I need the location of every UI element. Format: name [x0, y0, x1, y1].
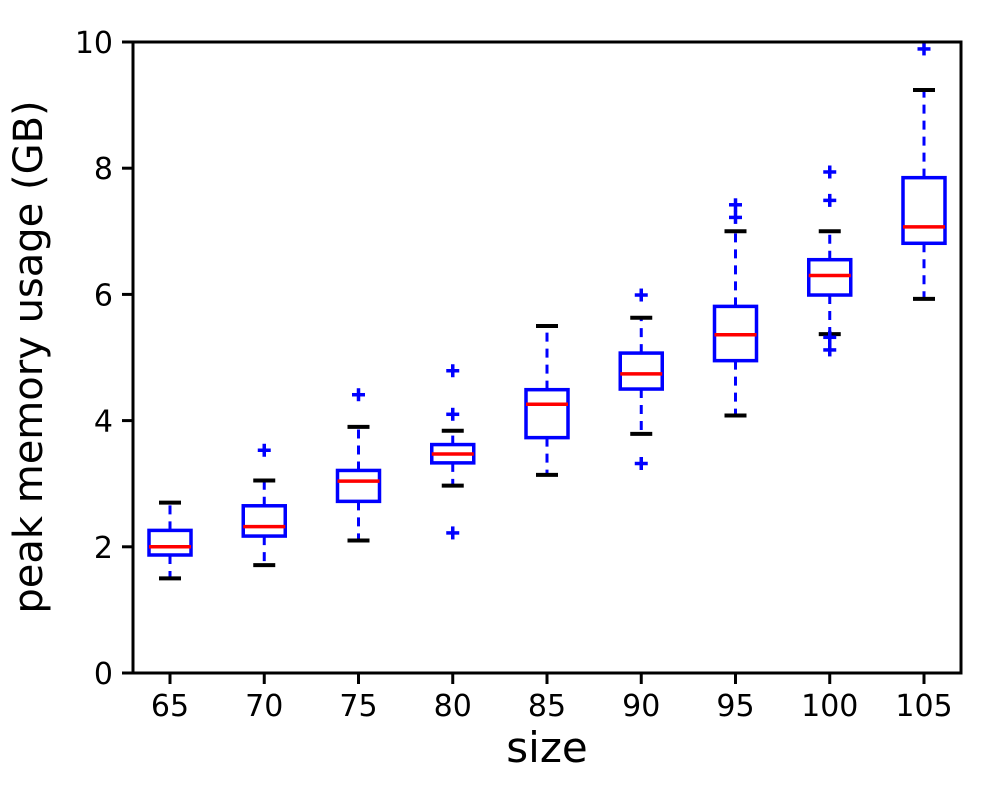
box-90 [618, 351, 664, 391]
box-75 [335, 468, 382, 504]
x-tick-label: 75 [339, 689, 377, 724]
axes-spines [131, 40, 963, 675]
x-tick-label: 105 [895, 689, 952, 724]
x-tick-label: 70 [245, 689, 283, 724]
plot-area: 0 2 4 6 8 10 65 70 75 80 85 90 95 100 105 [75, 26, 963, 724]
box-100 [807, 257, 853, 297]
y-tick-label: 6 [94, 278, 113, 313]
box-65 [147, 528, 193, 557]
x-tick-label: 90 [622, 689, 660, 724]
x-tick-label: 85 [528, 689, 566, 724]
box-105 [901, 175, 947, 246]
y-tick-label: 0 [94, 657, 113, 692]
y-axis-label: peak memory usage (GB) [6, 100, 52, 613]
box-85 [524, 387, 570, 440]
y-tick-label: 10 [75, 26, 113, 61]
x-tick-label: 65 [151, 689, 189, 724]
y-tick-label: 2 [94, 531, 113, 566]
x-tick-label: 100 [801, 689, 858, 724]
x-axis-label: size [506, 723, 587, 772]
x-tick-label: 80 [434, 689, 472, 724]
y-tick-label: 4 [94, 405, 113, 440]
y-tick-label: 8 [94, 152, 113, 187]
box-70 [241, 504, 287, 538]
x-tick-label: 95 [716, 689, 754, 724]
